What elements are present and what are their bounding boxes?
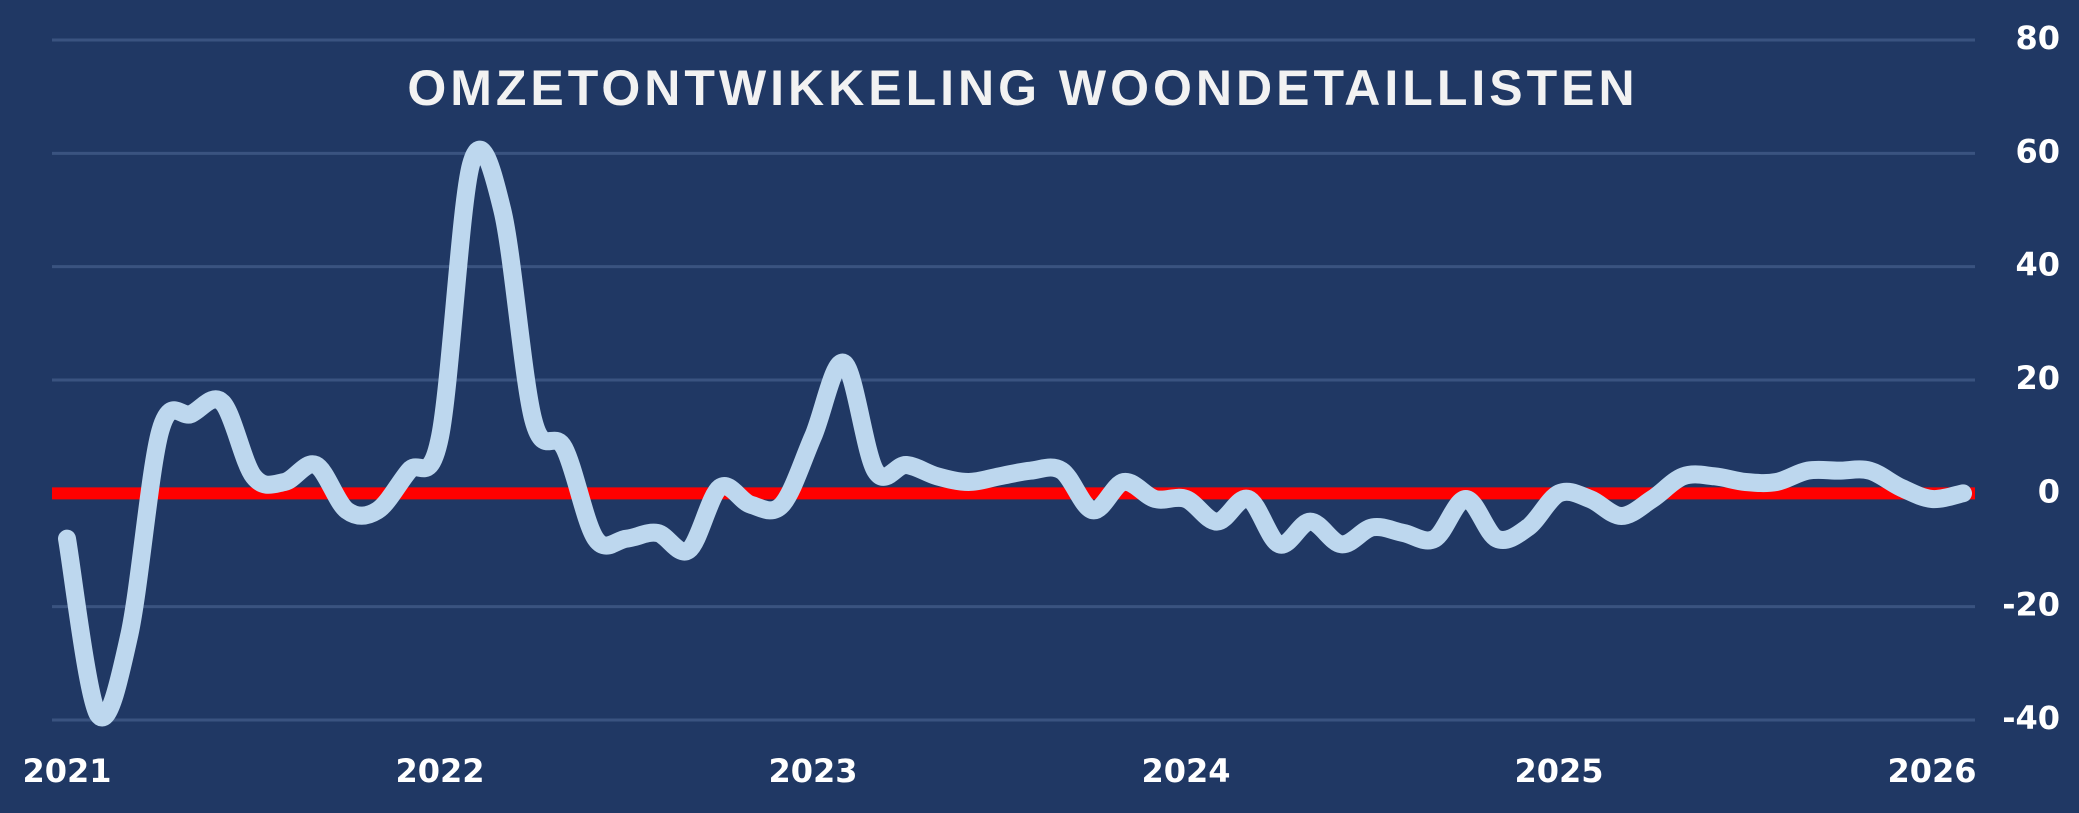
x-tick-label: 2023	[768, 752, 857, 790]
y-tick-label: -40	[2002, 699, 2060, 737]
y-tick-label: 40	[2015, 246, 2060, 284]
x-tick-label: 2026	[1888, 752, 1977, 790]
x-tick-label: 2025	[1515, 752, 1604, 790]
chart-title: OMZETONTWIKKELING WOONDETAILLISTEN	[407, 60, 1638, 116]
y-tick-label: 0	[2038, 472, 2060, 510]
y-tick-label: 60	[2015, 132, 2060, 170]
x-tick-label: 2021	[22, 752, 111, 790]
y-tick-label: -20	[2002, 586, 2060, 624]
plot-area	[52, 140, 1975, 727]
data-line	[58, 140, 1972, 727]
y-tick-label: 20	[2015, 359, 2060, 397]
x-tick-label: 2022	[395, 752, 484, 790]
y-tick-label: 80	[2015, 19, 2060, 57]
x-tick-label: 2024	[1141, 752, 1230, 790]
